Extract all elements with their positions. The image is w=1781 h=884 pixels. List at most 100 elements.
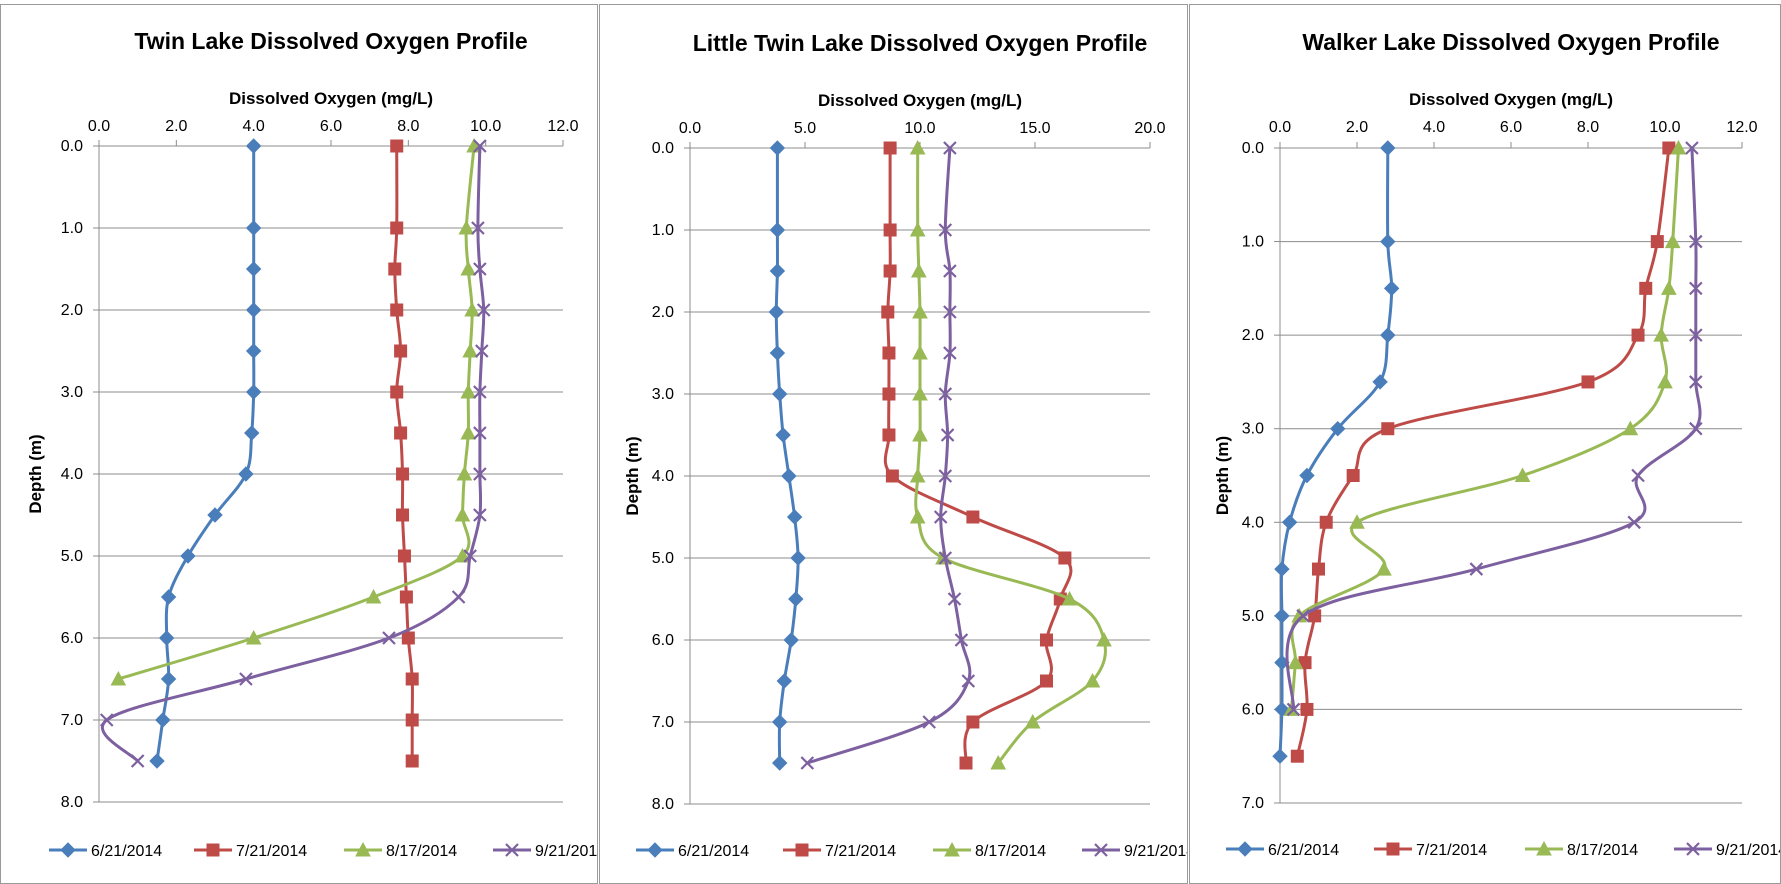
data-point-7-21-2014 [390, 221, 404, 235]
data-point-8-17-2014 [1622, 420, 1639, 436]
data-point-6-21-2014 [1299, 467, 1315, 484]
series-9-21-2014 [99, 139, 491, 768]
data-point-7-21-2014 [885, 469, 899, 483]
legend-marker [60, 842, 76, 858]
legend-marker [1686, 842, 1700, 856]
data-point-6-21-2014 [1281, 514, 1298, 530]
legend-item-9-21-2014: 9/21/2014 [493, 843, 606, 860]
data-point-7-21-2014 [405, 754, 419, 768]
data-point-9-21-2014 [943, 305, 957, 319]
data-point-6-21-2014 [769, 140, 786, 156]
data-point-6-21-2014 [160, 671, 177, 687]
x-tick-label: 5.0 [794, 120, 816, 137]
data-point-8-17-2014 [909, 467, 926, 483]
data-point-8-17-2014 [454, 506, 471, 522]
y-axis-label: Depth (m) [623, 436, 642, 515]
y-tick-label: 0.0 [652, 140, 674, 157]
legend-marker [505, 843, 519, 857]
x-tick-label: 12.0 [547, 118, 578, 135]
data-point-9-21-2014 [943, 264, 957, 278]
data-point-8-17-2014 [1084, 672, 1101, 688]
series-line-9-21-2014 [806, 147, 972, 765]
data-point-6-21-2014 [1330, 421, 1346, 437]
y-tick-label: 5.0 [1242, 608, 1264, 625]
data-point-8-17-2014 [912, 426, 928, 442]
x-tick-label: 10.0 [470, 118, 501, 135]
data-point-7-21-2014 [966, 510, 980, 524]
data-point-6-21-2014 [1274, 561, 1290, 577]
data-point-7-21-2014 [882, 387, 896, 401]
series-line-8-17-2014 [914, 147, 1107, 764]
data-point-8-17-2014 [1661, 280, 1677, 295]
x-tick-label: 0.0 [88, 118, 110, 135]
chart-title: Twin Lake Dissolved Oxygen Profile [134, 28, 527, 54]
data-point-6-21-2014 [1380, 233, 1396, 250]
x-tick-label: 0.0 [679, 120, 701, 137]
data-point-6-21-2014 [771, 755, 788, 771]
data-point-7-21-2014 [883, 223, 897, 237]
legend-item-9-21-2014: 9/21/2014 [1674, 842, 1781, 859]
data-point-9-21-2014 [938, 469, 953, 483]
data-point-6-21-2014 [790, 550, 806, 566]
data-point-9-21-2014 [943, 141, 957, 155]
chart-twin-lake: Twin Lake Dissolved Oxygen Profile Dissol… [26, 28, 606, 860]
data-point-6-21-2014 [155, 712, 171, 728]
data-point-7-21-2014 [881, 305, 895, 319]
y-tick-label: 6.0 [61, 630, 83, 647]
y-tick-label: 5.0 [61, 548, 83, 565]
data-point-9-21-2014 [1685, 141, 1699, 155]
data-point-8-17-2014 [460, 424, 477, 440]
x-tick-label: 2.0 [165, 118, 187, 135]
data-point-6-21-2014 [245, 261, 262, 277]
data-point-9-21-2014 [1689, 328, 1703, 342]
data-point-8-17-2014 [1657, 373, 1673, 389]
data-point-7-21-2014 [1300, 702, 1314, 716]
data-point-7-21-2014 [1381, 422, 1395, 436]
data-point-6-21-2014 [244, 425, 260, 441]
data-point-8-17-2014 [456, 465, 473, 481]
data-point-6-21-2014 [1383, 280, 1400, 297]
data-point-8-17-2014 [1349, 514, 1365, 529]
data-point-7-21-2014 [399, 590, 413, 604]
data-point-8-17-2014 [1024, 713, 1041, 729]
data-point-7-21-2014 [1290, 749, 1304, 763]
data-point-6-21-2014 [245, 384, 262, 400]
legend-item-7-21-2014: 7/21/2014 [194, 843, 307, 860]
series-8-17-2014 [909, 139, 1112, 770]
data-point-7-21-2014 [396, 508, 410, 522]
y-tick-label: 0.0 [61, 138, 83, 155]
data-point-8-17-2014 [912, 344, 928, 360]
data-point-7-21-2014 [1312, 562, 1325, 576]
data-point-7-21-2014 [959, 756, 973, 770]
data-point-9-21-2014 [954, 633, 969, 647]
data-point-9-21-2014 [947, 592, 962, 606]
x-tick-label: 4.0 [1423, 119, 1445, 136]
y-tick-label: 3.0 [1242, 421, 1264, 438]
data-point-9-21-2014 [1631, 468, 1645, 483]
data-point-6-21-2014 [245, 138, 262, 154]
data-point-8-17-2014 [911, 262, 927, 278]
data-point-9-21-2014 [1296, 609, 1310, 623]
data-point-6-21-2014 [245, 220, 262, 236]
data-point-6-21-2014 [1372, 374, 1388, 390]
legend-item-8-17-2014: 8/17/2014 [933, 841, 1046, 860]
y-tick-label: 1.0 [1242, 234, 1264, 251]
x-tick-label: 6.0 [1500, 119, 1522, 136]
y-tick-label: 3.0 [61, 384, 83, 401]
y-tick-label: 7.0 [1242, 795, 1264, 812]
data-point-9-21-2014 [382, 631, 396, 645]
series-6-21-2014 [768, 140, 806, 771]
chart-little-twin-lake: Little Twin Lake Dissolved Oxygen Profil… [623, 30, 1195, 860]
data-point-9-21-2014 [99, 713, 114, 727]
data-point-9-21-2014 [943, 346, 957, 360]
y-tick-label: 4.0 [61, 466, 83, 483]
data-point-8-17-2014 [912, 385, 928, 401]
data-point-6-21-2014 [776, 673, 793, 689]
data-point-9-21-2014 [473, 508, 487, 522]
data-point-8-17-2014 [365, 588, 382, 604]
data-point-8-17-2014 [909, 139, 926, 155]
data-point-9-21-2014 [940, 428, 955, 442]
y-tick-label: 3.0 [652, 386, 674, 403]
data-point-7-21-2014 [882, 428, 896, 442]
legend-label: 8/17/2014 [1567, 842, 1638, 859]
